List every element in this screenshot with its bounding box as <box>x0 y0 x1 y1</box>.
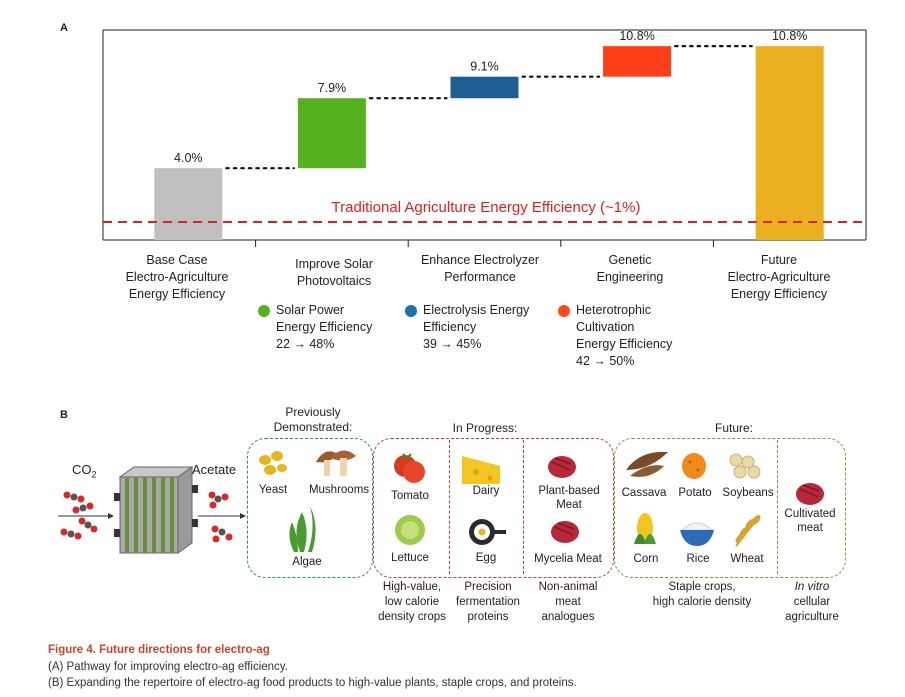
frying-pan-egg-icon <box>469 519 506 545</box>
legend-dot-red <box>558 305 570 317</box>
caption-staple: Staple crops, high calorie density <box>652 581 752 608</box>
bar-0 <box>154 168 223 240</box>
yeast-icon <box>259 451 287 475</box>
cheese-icon <box>462 456 500 484</box>
acetate-label: Acetate <box>192 462 237 477</box>
caption-high-value: High-value, low calorie density crops <box>378 581 446 623</box>
value-label-1: 7.9% <box>318 81 347 95</box>
caption-in-vitro: In vitro cellular agriculture <box>785 581 839 623</box>
category-label-future: Future Electro-Agriculture Energy Effici… <box>727 253 831 301</box>
tomato-icon <box>394 453 425 483</box>
value-label-4: 10.8% <box>772 29 807 43</box>
food-label-tomato: Tomato <box>391 490 429 502</box>
cassava-icon <box>626 451 668 477</box>
group-previous-header: Previously Demonstrated: <box>273 405 353 434</box>
legend-dot-blue <box>405 305 417 317</box>
caption-precision: Precision fermentation proteins <box>456 581 520 623</box>
food-label-cassava: Cassava <box>621 487 667 499</box>
food-label-mushrooms: Mushrooms <box>308 484 370 496</box>
mycelia-meat-icon <box>551 521 579 543</box>
value-label-3: 10.8% <box>619 29 654 43</box>
progress-group-box <box>373 438 614 578</box>
plant-based-meat-icon <box>548 456 576 478</box>
food-label-corn: Corn <box>633 553 659 565</box>
food-label-yeast: Yeast <box>258 484 288 496</box>
legend-solar: Solar Power Energy Efficiency 22 → 48% <box>258 302 372 353</box>
progress-divider-1 <box>449 440 450 574</box>
food-label-dairy: Dairy <box>472 485 500 497</box>
group-future-header: Future: <box>714 421 753 435</box>
co2-label: CO2 <box>72 462 97 480</box>
corn-icon <box>634 513 656 544</box>
food-label-algae: Algae <box>292 556 322 568</box>
lettuce-icon <box>395 515 425 545</box>
figure-caption-a: (A) Pathway for improving electro-ag eff… <box>48 661 288 673</box>
future-divider <box>777 440 778 574</box>
panel-a-letter: A <box>60 22 68 34</box>
panel-b-letter: B <box>60 409 68 421</box>
food-label-cultivated-meat: Cultivated meat <box>784 508 836 534</box>
waterfall-chart: 4.0% 7.9% 9.1% 10.8% 10.8% Traditional Agricu… <box>102 29 867 247</box>
soybean-icon <box>729 453 761 479</box>
figure-title: Figure 4. Future directions for electro-… <box>48 644 270 656</box>
legend-dot-green <box>258 305 270 317</box>
cultivated-meat-icon <box>796 483 824 505</box>
acetate-molecule-icon <box>208 491 233 543</box>
food-icons <box>259 450 824 552</box>
bar-1 <box>297 98 366 169</box>
value-label-0: 4.0% <box>174 151 203 165</box>
algae-icon <box>289 506 316 552</box>
figure-caption-b: (B) Expanding the repertoire of electro-… <box>48 677 577 689</box>
food-label-rice: Rice <box>686 553 710 565</box>
food-label-mycelia-meat: Mycelia Meat <box>534 553 602 565</box>
food-label-potato: Potato <box>678 487 712 499</box>
bar-4 <box>755 46 824 241</box>
reference-line-label: Traditional Agriculture Energy Efficienc… <box>332 199 641 216</box>
mushroom-icon <box>316 450 356 476</box>
category-label-solar: Improve Solar Photovoltaics <box>295 257 373 288</box>
future-group-box <box>614 438 846 578</box>
group-progress-header: In Progress: <box>452 421 518 435</box>
electrolyzer-illustration <box>58 466 246 554</box>
progress-divider-2 <box>523 440 524 574</box>
food-label-egg: Egg <box>475 552 497 564</box>
co2-molecule-icon <box>60 491 98 540</box>
category-label-genetic: Genetic Engineering <box>596 253 664 284</box>
food-label-lettuce: Lettuce <box>391 552 429 564</box>
value-label-2: 9.1% <box>470 60 499 74</box>
food-label-soybeans: Soybeans <box>722 487 774 499</box>
legend-electrolysis: Electrolysis Energy Efficiency 39 → 45% <box>405 302 529 353</box>
potato-icon <box>682 453 706 479</box>
wheat-icon <box>735 515 761 547</box>
reactor-icon <box>114 466 198 554</box>
rice-bowl-icon <box>680 522 714 546</box>
category-label-base: Base Case Electro-Agriculture Energy Eff… <box>125 253 229 301</box>
bar-3 <box>603 46 672 77</box>
caption-non-animal: Non-animal meat analogues <box>538 581 598 623</box>
legend-heterotrophic: Heterotrophic Cultivation Energy Efficie… <box>558 302 672 370</box>
bar-2 <box>450 76 519 99</box>
food-label-plant-based-meat: Plant-based Meat <box>538 485 600 511</box>
previous-group-box <box>247 438 373 578</box>
category-label-electrolyzer: Enhance Electrolyzer Performance <box>420 253 540 284</box>
food-label-wheat: Wheat <box>730 553 764 565</box>
